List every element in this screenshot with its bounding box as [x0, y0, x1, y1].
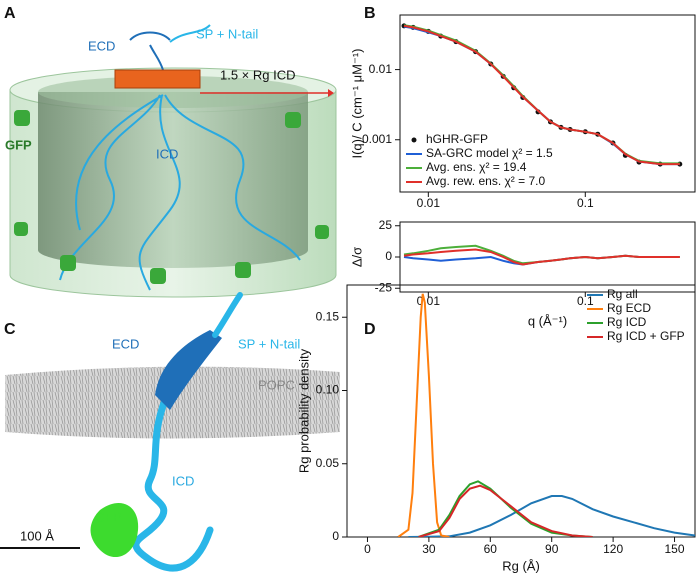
plot-frame — [399, 14, 696, 193]
y-tick-label: 0.05 — [316, 456, 340, 470]
x-tick-label: 120 — [603, 542, 623, 556]
y-tick-label: 0.15 — [316, 309, 340, 323]
x-tick-label: 30 — [422, 542, 436, 556]
x-tick-label: 0.1 — [577, 196, 594, 210]
y-tick-label: 0.01 — [369, 62, 393, 76]
x-tick-label: 0 — [364, 542, 371, 556]
y-tick-label: 0.001 — [362, 132, 392, 146]
legend-label: Avg. rew. ens. χ² = 7.0 — [426, 174, 545, 188]
label: ICD — [172, 473, 194, 488]
y-axis-label: Rg probability density — [296, 348, 311, 473]
label: SP + N-tail — [238, 336, 300, 351]
y-tick-label: 0 — [385, 249, 392, 263]
plot-frame — [346, 284, 696, 538]
x-tick-label: 0.1 — [577, 294, 594, 308]
legend-label: Rg all — [607, 287, 638, 301]
x-tick-label: 60 — [484, 542, 498, 556]
panel-c-illustration — [0, 292, 340, 572]
panel-a-illustration — [9, 24, 337, 298]
plot-area — [401, 23, 683, 167]
legend-label: Rg ICD — [607, 315, 647, 329]
panel-letter: A — [4, 5, 16, 22]
data-line — [418, 484, 593, 537]
legend-label: hGHR-GFP — [426, 132, 488, 146]
legend-marker — [411, 137, 417, 143]
x-tick-label: 0.01 — [417, 196, 441, 210]
label: GFP — [5, 137, 32, 152]
data-line — [397, 293, 450, 537]
data-line — [418, 480, 593, 537]
panel-letter: D — [364, 321, 376, 338]
label: ICD — [156, 146, 178, 161]
legend-label: SA-GRC model χ² = 1.5 — [426, 146, 553, 160]
y-tick-label: -25 — [375, 280, 393, 294]
x-tick-label: 0.01 — [417, 294, 441, 308]
y-tick-label: 25 — [379, 218, 393, 232]
panel-letter: C — [4, 321, 16, 338]
label: 100 Å — [20, 528, 54, 543]
y-axis-label: Δ/σ — [349, 247, 364, 267]
plot-area — [397, 293, 695, 537]
x-axis-label: q (Å⁻¹) — [528, 313, 567, 328]
data-line — [408, 495, 695, 537]
y-axis-label: I(q)/ C (cm⁻¹ μM⁻¹) — [349, 48, 364, 158]
data-line — [403, 248, 680, 266]
x-tick-label: 90 — [545, 542, 559, 556]
y-tick-label: 0.10 — [316, 383, 340, 397]
label: SP + N-tail — [196, 26, 258, 41]
plot-area — [403, 244, 680, 266]
label: POPC — [258, 377, 295, 392]
legend-label: Rg ECD — [607, 301, 651, 315]
x-axis-label: Rg (Å) — [502, 558, 540, 573]
data-line — [403, 24, 680, 166]
label: ECD — [112, 336, 139, 351]
label: ECD — [88, 38, 115, 53]
legend-label: Avg. ens. χ² = 19.4 — [426, 160, 527, 174]
panel-letter: B — [364, 5, 376, 22]
label: GFP — [95, 509, 122, 524]
y-tick-label: 0 — [332, 529, 339, 543]
x-tick-label: 150 — [665, 542, 685, 556]
label: 1.5 × Rg ICD — [220, 67, 296, 82]
legend-label: Rg ICD + GFP — [607, 329, 685, 343]
